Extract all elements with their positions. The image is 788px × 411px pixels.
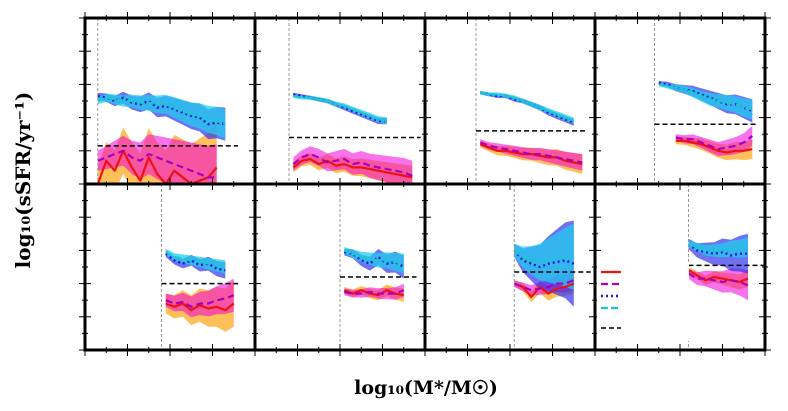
starforming-field-band [293,94,387,125]
quiescent-dense-line [292,158,413,179]
starforming-field-line [688,242,749,252]
starforming-field-line [658,83,753,111]
legend-background [597,263,689,341]
quiescent-field-line [165,294,235,308]
panel-plot-area [339,184,417,350]
panel-plot-area [654,18,757,184]
starforming-field-line [513,249,574,264]
panel-1 [83,16,257,186]
quiescent-dense-line [479,143,583,166]
x-axis-label: log₁₀(M*/M☉) [354,377,498,399]
starforming-field-line [165,251,226,269]
panel-plot-area [687,184,765,350]
starforming-dense-line [97,94,226,126]
quiescent-dense-line [675,139,753,154]
quiescent-field-line [687,272,749,287]
quiescent-dense-line [165,302,235,312]
quiescent-dense-line [96,149,218,184]
quiescent-field-band [688,268,748,301]
panel-plot-area [161,184,238,350]
panel-4 [593,16,767,186]
quiescent-field-band [344,283,404,300]
panel-plot-area [288,18,421,184]
starforming-field-line [293,94,388,122]
starforming-field-band [97,93,226,140]
starforming-field-band [688,237,748,258]
legend [597,263,689,341]
panel-7 [423,182,597,352]
quiescent-field-band [675,125,753,157]
panel-2 [253,16,427,186]
panel-5 [83,182,257,352]
starforming-dense-line [165,252,226,272]
quiescent-dense-line [687,269,749,283]
starforming-field-line [343,249,405,265]
panel-6 [253,182,427,352]
y-axis-label: log₁₀(sSFR/yr⁻¹) [11,92,35,269]
starforming-dense-line [480,91,575,124]
starforming-field-line [480,91,575,122]
quiescent-field-line [344,289,405,295]
panel-plot-area [475,18,587,184]
quiescent-field-line [479,141,583,164]
panel-3 [423,16,597,186]
quiescent-field-line [675,135,753,151]
starforming-field-band [658,82,753,120]
starforming-field-band [480,91,574,125]
quiescent-field-line [292,153,413,177]
starforming-field-line [97,96,226,126]
panel-plot-area [96,18,238,184]
panel-plot-area [513,184,591,350]
starforming-field-band [514,223,574,291]
quiescent-field-line [97,149,217,179]
quiescent-field-band [97,134,217,184]
starforming-dense-line [513,249,575,269]
